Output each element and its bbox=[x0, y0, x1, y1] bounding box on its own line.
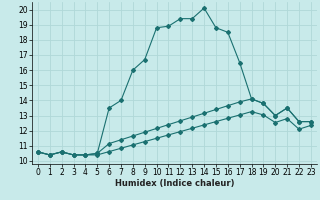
X-axis label: Humidex (Indice chaleur): Humidex (Indice chaleur) bbox=[115, 179, 234, 188]
